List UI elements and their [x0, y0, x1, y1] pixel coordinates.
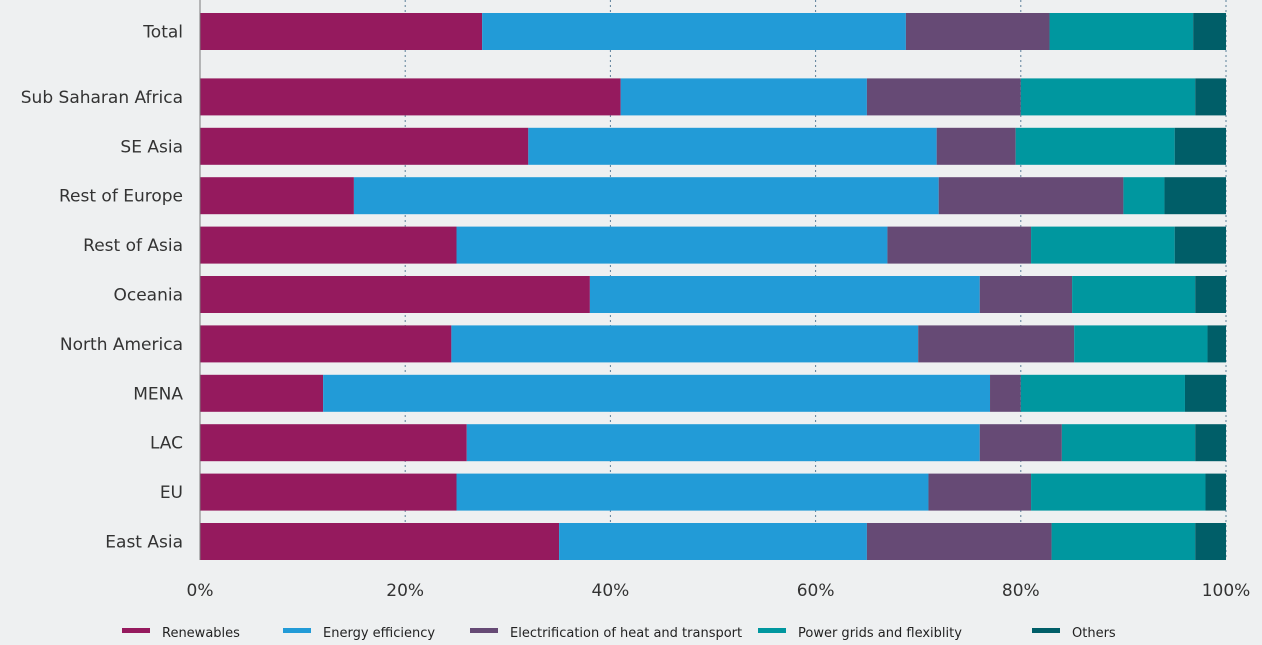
bar-segment	[528, 127, 937, 165]
x-tick-label: 20%	[386, 581, 424, 601]
bar-segment	[482, 13, 906, 50]
legend-swatch	[1032, 628, 1060, 633]
category-label: MENA	[133, 384, 183, 404]
bar-segment	[589, 276, 980, 313]
bar-segment	[1184, 374, 1226, 412]
bar-segment	[200, 374, 324, 412]
category-label: Oceania	[113, 286, 183, 306]
legend-label: Others	[1072, 626, 1116, 641]
x-tick-label: 60%	[797, 581, 835, 601]
legend: Renewables Energy efficiency Electrificati…	[122, 626, 1116, 641]
bar-segment	[1020, 374, 1185, 412]
bar-segment	[353, 177, 939, 215]
category-label: Rest of Europe	[59, 187, 183, 207]
bar-segment	[866, 78, 1021, 116]
legend-swatch	[283, 628, 311, 633]
bar-segment	[928, 473, 1032, 511]
bar-segment	[936, 127, 1016, 165]
category-labels: Total Sub Saharan Africa SE Asia Rest of Eu…	[21, 23, 184, 553]
bar-segment	[1205, 473, 1226, 511]
bar-segment	[1031, 473, 1206, 511]
category-label: East Asia	[105, 533, 183, 553]
legend-label: Power grids and flexiblity	[798, 626, 962, 641]
bar-segment	[200, 325, 452, 363]
legend-swatch	[122, 628, 150, 633]
bar-segment	[1207, 325, 1226, 363]
x-tick-label: 0%	[187, 581, 214, 601]
x-tick-label: 100%	[1202, 581, 1251, 601]
bar-segment	[1195, 523, 1226, 560]
legend-label: Renewables	[162, 626, 240, 641]
category-label: SE Asia	[120, 137, 183, 157]
bar-segment	[200, 78, 621, 116]
bar-segment	[466, 424, 980, 462]
legend-label: Electrification of heat and transport	[510, 626, 742, 641]
bar-segment	[905, 13, 1050, 50]
bar-segment	[1174, 127, 1226, 165]
legend-swatch	[758, 628, 786, 633]
bar-segment	[918, 325, 1075, 363]
x-tick-label: 80%	[1002, 581, 1040, 601]
bar-segment	[620, 78, 867, 116]
bar-segment	[979, 424, 1062, 462]
bar-segment	[1051, 523, 1196, 560]
bar-segment	[559, 523, 867, 560]
bar-segment	[200, 13, 483, 50]
bar-segment	[200, 473, 457, 511]
legend-swatch	[470, 628, 498, 633]
bar-segment	[866, 523, 1052, 560]
bar-segment	[1074, 325, 1208, 363]
category-label: Sub Saharan Africa	[21, 88, 183, 108]
x-tick-labels: 0% 20% 40% 60% 80% 100%	[187, 581, 1251, 601]
bar-segment	[456, 226, 888, 264]
bar-segment	[200, 523, 560, 560]
bar-segment	[200, 127, 529, 165]
bar-segment	[323, 374, 991, 412]
category-label: LAC	[150, 434, 183, 454]
bar-segment	[1193, 13, 1226, 50]
category-label: North America	[60, 335, 183, 355]
bar-segment	[200, 276, 590, 313]
bar-segment	[200, 424, 467, 462]
bar-segment	[1061, 424, 1196, 462]
category-label: Total	[142, 23, 183, 43]
bar-segment	[1123, 177, 1165, 215]
bar-segment	[1195, 276, 1226, 313]
bar-segment	[979, 276, 1073, 313]
bar-segment	[200, 177, 354, 215]
bar-segment	[1195, 78, 1226, 116]
legend-label: Energy efficiency	[323, 626, 435, 641]
bar-segment	[1049, 13, 1194, 50]
category-label: Rest of Asia	[83, 236, 183, 256]
x-tick-label: 40%	[592, 581, 630, 601]
category-label: EU	[160, 483, 183, 503]
bar-segment	[990, 374, 1021, 412]
bar-segment	[1015, 127, 1175, 165]
bar-segment	[938, 177, 1124, 215]
bar-segment	[1072, 276, 1196, 313]
bar-segment	[1195, 424, 1226, 462]
bar-segment	[1164, 177, 1226, 215]
bars	[200, 13, 1226, 560]
bar-segment	[1031, 226, 1175, 264]
bar-segment	[451, 325, 919, 363]
bar-segment	[887, 226, 1032, 264]
bar-segment	[200, 226, 457, 264]
bar-segment	[1174, 226, 1226, 264]
bar-segment	[456, 473, 929, 511]
bar-segment	[1020, 78, 1196, 116]
